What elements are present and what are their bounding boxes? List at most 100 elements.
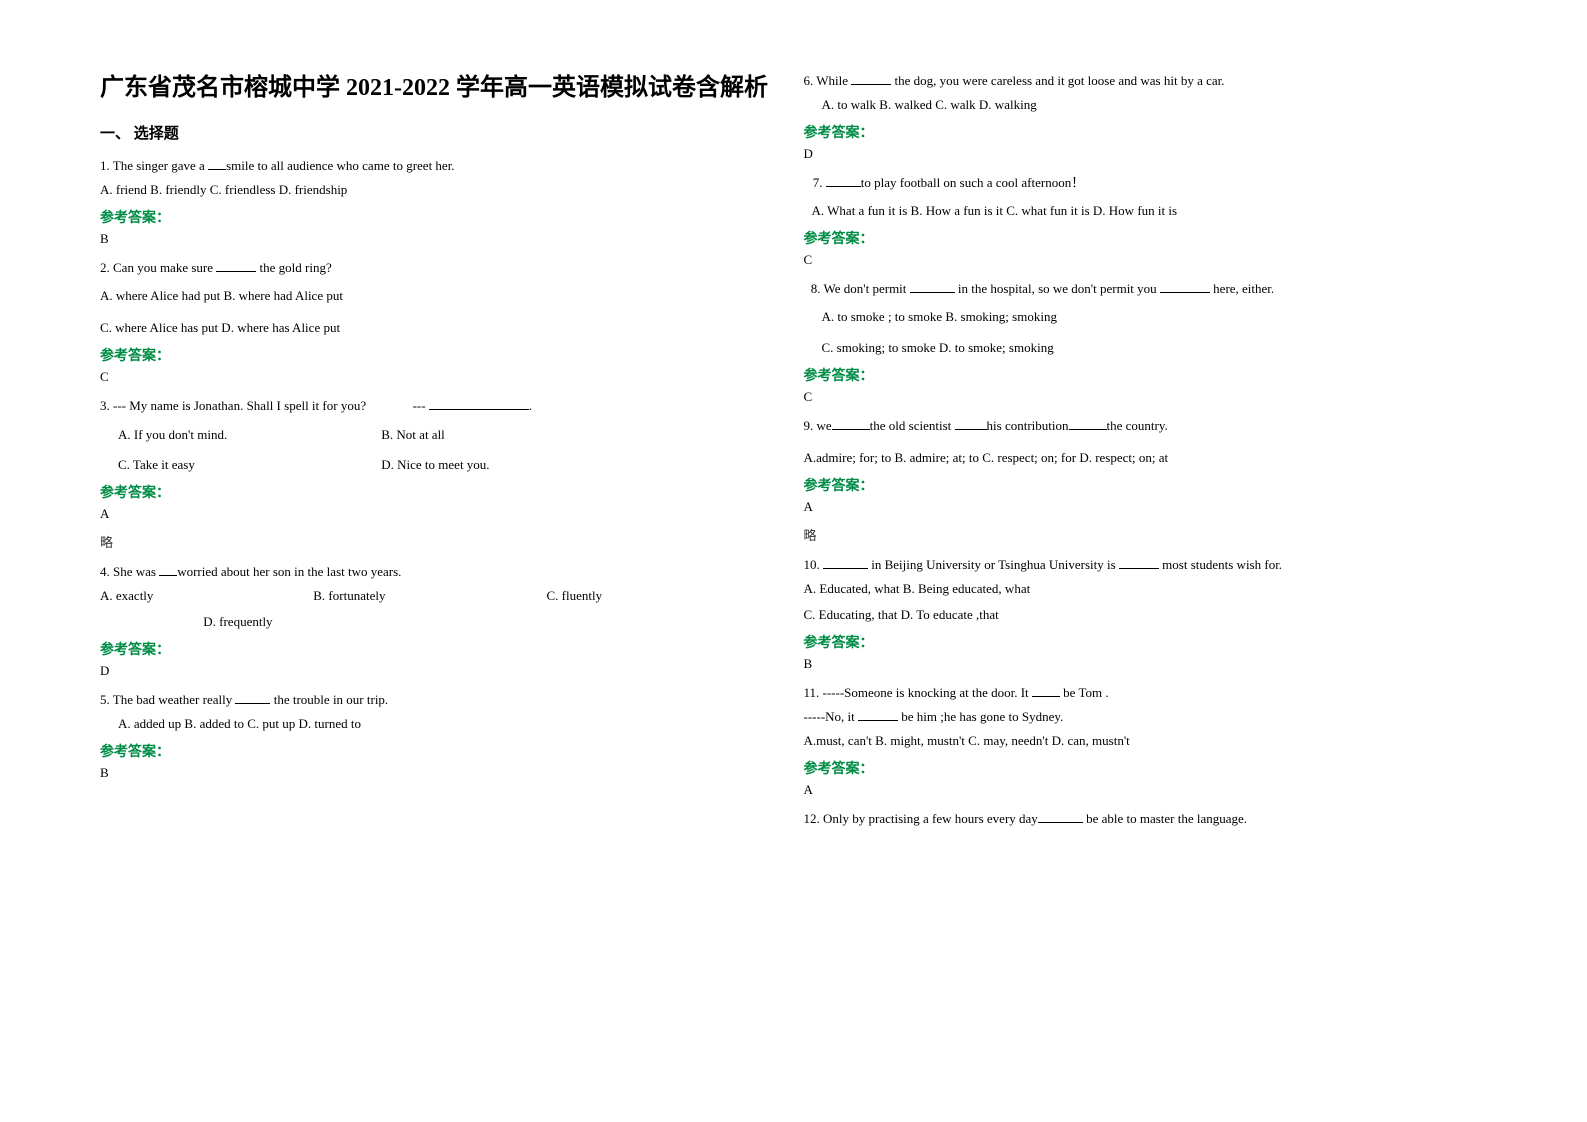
answer-label: 参考答案： — [100, 741, 774, 761]
q5-stem-a: 5. The bad weather really — [100, 692, 235, 707]
q8-stem-b: in the hospital, so we don't permit you — [955, 281, 1160, 296]
q3-stem-a: 3. --- My name is Jonathan. Shall I spel… — [100, 398, 366, 413]
q5-answer: B — [100, 765, 774, 781]
q10-stem-c: most students wish for. — [1159, 557, 1282, 572]
q10-stem-b: in Beijing University or Tsinghua Univer… — [868, 557, 1119, 572]
q11-stem2-a: -----No, it — [804, 709, 859, 724]
q6-answer: D — [804, 146, 1478, 162]
q3-stem: 3. --- My name is Jonathan. Shall I spel… — [100, 395, 774, 417]
q8-opts2: C. smoking; to smoke D. to smoke; smokin… — [804, 337, 1478, 359]
q3-note: 略 — [100, 532, 774, 551]
q2-stem: 2. Can you make sure the gold ring? — [100, 257, 774, 279]
q10-opts2: C. Educating, that D. To educate ,that — [804, 604, 1478, 626]
q2-stem-b: the gold ring? — [256, 260, 331, 275]
q9-stem-c: his contribution — [987, 418, 1069, 433]
answer-label: 参考答案： — [100, 639, 774, 659]
q11-stem-a: 11. -----Someone is knocking at the door… — [804, 685, 1032, 700]
q3-end: . — [529, 398, 532, 413]
answer-label: 参考答案： — [804, 365, 1478, 385]
blank — [823, 556, 868, 569]
q6-stem-a: 6. While — [804, 73, 852, 88]
q7-stem-a: 7. — [813, 175, 826, 190]
answer-label: 参考答案： — [804, 475, 1478, 495]
q6-stem: 6. While the dog, you were careless and … — [804, 70, 1478, 92]
exam-page: 广东省茂名市榕城中学 2021-2022 学年高一英语模拟试卷含解析 一、 选择… — [0, 0, 1587, 1122]
q3-answer: A — [100, 506, 774, 522]
q10-answer: B — [804, 656, 1478, 672]
q1-stem-b: smile to all audience who came to greet … — [226, 158, 455, 173]
q4-stem-a: 4. She was — [100, 564, 159, 579]
q1-opts: A. friend B. friendly C. friendless D. f… — [100, 179, 774, 201]
section-heading: 一、 选择题 — [100, 122, 774, 143]
q1-stem-a: 1. The singer gave a — [100, 158, 208, 173]
q6-stem-b: the dog, you were careless and it got lo… — [891, 73, 1224, 88]
q11-stem-b: be Tom . — [1060, 685, 1109, 700]
q2-opts-row2: C. where Alice has put D. where has Alic… — [100, 317, 774, 339]
blank — [832, 417, 870, 430]
q2-answer: C — [100, 369, 774, 385]
q8-stem-a: 8. We don't permit — [811, 281, 910, 296]
q4-opts-row1: A. exactly B. fortunately C. fluently — [100, 585, 774, 607]
q9-stem-d: the country. — [1107, 418, 1168, 433]
q9-opts: A.admire; for; to B. admire; at; to C. r… — [804, 447, 1478, 469]
q12-stem: 12. Only by practising a few hours every… — [804, 808, 1478, 830]
answer-label: 参考答案： — [100, 482, 774, 502]
q4-optA: A. exactly — [100, 585, 310, 607]
q4-optC: C. fluently — [547, 588, 603, 603]
q8-stem: 8. We don't permit in the hospital, so w… — [804, 278, 1478, 300]
answer-label: 参考答案： — [804, 228, 1478, 248]
right-column: 6. While the dog, you were careless and … — [804, 70, 1508, 1082]
blank — [1069, 417, 1107, 430]
q2-stem-a: 2. Can you make sure — [100, 260, 216, 275]
q11-stem2: -----No, it be him ;he has gone to Sydne… — [804, 706, 1478, 728]
blank — [1038, 811, 1083, 824]
blank — [851, 72, 891, 85]
q10-stem: 10. in Beijing University or Tsinghua Un… — [804, 554, 1478, 576]
answer-label: 参考答案： — [804, 632, 1478, 652]
q3-dash: --- — [413, 398, 429, 413]
answer-label: 参考答案： — [804, 122, 1478, 142]
q1-answer: B — [100, 231, 774, 247]
q10-opts1: A. Educated, what B. Being educated, wha… — [804, 578, 1478, 600]
q9-stem-a: 9. we — [804, 418, 832, 433]
q2-opts2: C. where Alice has put D. where has Alic… — [100, 320, 340, 335]
q9-answer: A — [804, 499, 1478, 515]
q2-opts-row1: A. where Alice had put B. where had Alic… — [100, 285, 774, 307]
q4-optD: D. frequently — [203, 614, 272, 629]
blank — [1119, 556, 1159, 569]
q4-opts-row2: D. frequently — [100, 611, 774, 633]
blank — [858, 709, 898, 722]
q11-answer: A — [804, 782, 1478, 798]
q5-opts: A. added up B. added to C. put up D. tur… — [100, 713, 774, 735]
q7-opts: A. What a fun it is B. How a fun is it C… — [812, 200, 1478, 222]
blank — [955, 417, 987, 430]
q4-stem: 4. She was worried about her son in the … — [100, 561, 774, 583]
q11-opts: A.must, can't B. might, mustn't C. may, … — [804, 730, 1478, 752]
blank — [910, 281, 955, 294]
q3-opts-row1: A. If you don't mind. B. Not at all — [100, 424, 774, 446]
blank — [429, 398, 529, 411]
q3-optD: D. Nice to meet you. — [381, 457, 489, 472]
q12-stem-a: 12. Only by practising a few hours every… — [804, 811, 1038, 826]
blank — [826, 175, 861, 188]
q2-opts1: A. where Alice had put B. where had Alic… — [100, 288, 343, 303]
blank — [216, 260, 256, 273]
blank — [1032, 684, 1060, 697]
answer-label: 参考答案： — [100, 207, 774, 227]
q5-stem: 5. The bad weather really the trouble in… — [100, 689, 774, 711]
q7-stem: 7. to play football on such a cool after… — [804, 172, 1478, 194]
q5-stem-b: the trouble in our trip. — [270, 692, 388, 707]
q6-opts: A. to walk B. walked C. walk D. walking — [804, 94, 1478, 116]
answer-label: 参考答案： — [804, 758, 1478, 778]
q11-stem: 11. -----Someone is knocking at the door… — [804, 682, 1478, 704]
blank — [159, 563, 177, 576]
q8-answer: C — [804, 389, 1478, 405]
q3-opts-row2: C. Take it easy D. Nice to meet you. — [100, 454, 774, 476]
q7-answer: C — [804, 252, 1478, 268]
blank — [1160, 281, 1210, 294]
q3-optC: C. Take it easy — [118, 454, 378, 476]
q1-stem: 1. The singer gave a smile to all audien… — [100, 155, 774, 177]
q3-optA: A. If you don't mind. — [118, 424, 378, 446]
blank — [208, 157, 226, 170]
blank — [235, 691, 270, 704]
